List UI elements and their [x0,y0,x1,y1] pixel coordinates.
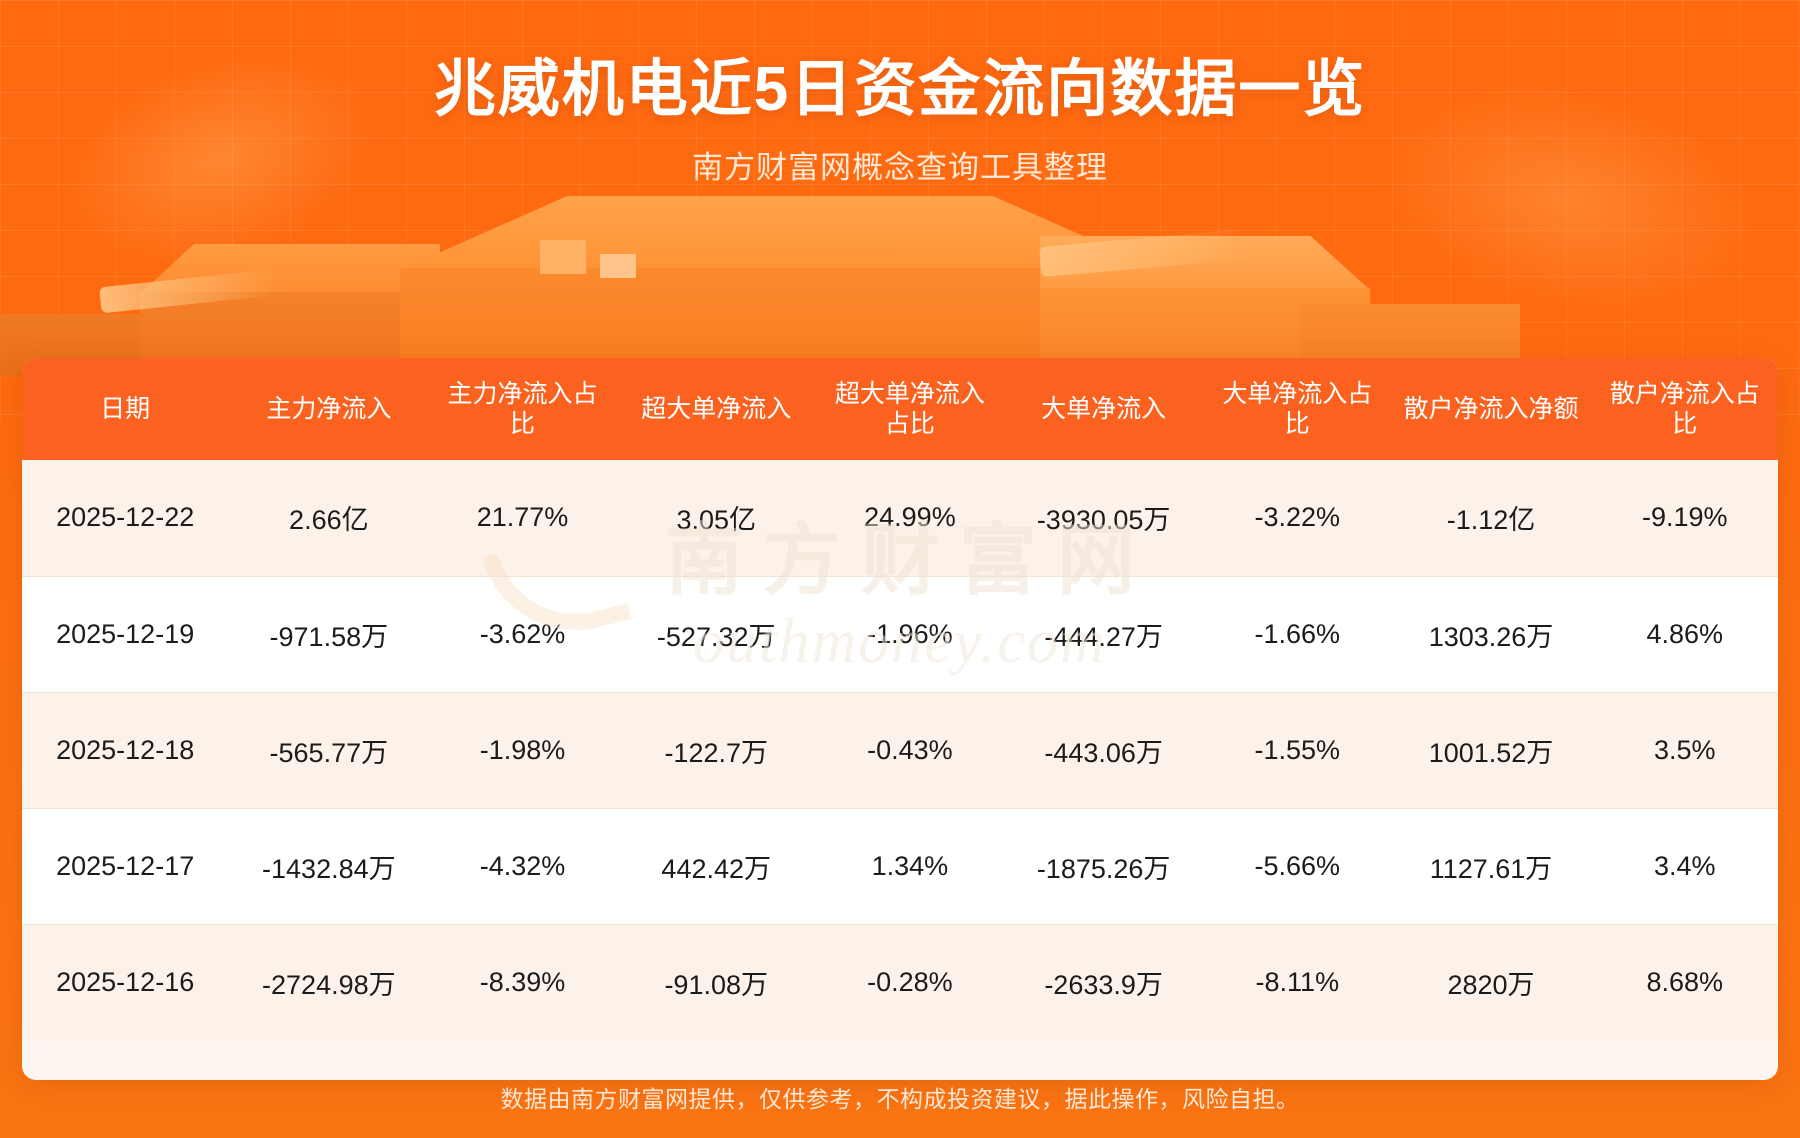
table-row: 2025-12-16 -2724.98万 -8.39% -91.08万 -0.2… [22,924,1778,1040]
table-row: 2025-12-18 -565.77万 -1.98% -122.7万 -0.43… [22,692,1778,809]
cell-main-net: -971.58万 [228,576,430,693]
col-header-date: 日期 [22,358,229,460]
cell-lg-pct: -5.66% [1204,808,1391,925]
cell-lg-pct: -1.55% [1204,692,1391,809]
cell-lg-pct: -3.22% [1204,460,1391,577]
cell-main-net: -1432.84万 [228,808,430,925]
cell-lg-pct: -1.66% [1204,576,1391,693]
cell-retail-pct: 3.4% [1591,808,1778,925]
cell-main-pct: -1.98% [429,692,616,809]
cell-main-pct: -4.32% [429,808,616,925]
col-header-retail-pct: 散户净流入占比 [1591,358,1778,460]
cell-retail-pct: 3.5% [1591,692,1778,809]
cell-date: 2025-12-16 [22,924,229,1040]
page-title: 兆威机电近5日资金流向数据一览 [433,55,1367,124]
cell-xl-pct: 24.99% [816,460,1004,577]
cell-main-net: -565.77万 [228,692,430,809]
podium-accent-small-1 [540,240,586,274]
table-row: 2025-12-17 -1432.84万 -4.32% 442.42万 1.34… [22,808,1778,925]
col-header-main-net: 主力净流入 [228,358,430,460]
cell-lg-net: -2633.9万 [1003,924,1205,1040]
cell-xl-net: -122.7万 [615,692,817,809]
col-header-lg-pct: 大单净流入占比 [1204,358,1391,460]
cell-main-net: 2.66亿 [228,460,430,577]
cell-xl-net: 3.05亿 [615,460,817,577]
table-row: 2025-12-22 2.66亿 21.77% 3.05亿 24.99% -39… [22,460,1778,577]
cell-date: 2025-12-19 [22,576,229,693]
col-header-retail-net: 散户净流入净额 [1390,358,1592,460]
cell-xl-pct: -1.96% [816,576,1004,693]
podium-accent-small-2 [600,254,636,278]
table-body: 2025-12-22 2.66亿 21.77% 3.05亿 24.99% -39… [22,460,1778,1040]
table-header: 日期 主力净流入 主力净流入占比 超大单净流入 超大单净流入占比 大单净流入 大… [22,358,1778,460]
cell-lg-net: -443.06万 [1003,692,1205,809]
page-subtitle: 南方财富网概念查询工具整理 [692,150,1108,185]
podium-illustration [0,196,1800,376]
col-header-xl-pct: 超大单净流入占比 [816,358,1004,460]
cell-date: 2025-12-17 [22,808,229,925]
cell-retail-net: 2820万 [1390,924,1592,1040]
cell-xl-pct: -0.43% [816,692,1004,809]
col-header-lg-net: 大单净流入 [1003,358,1205,460]
cell-retail-net: -1.12亿 [1390,460,1592,577]
cell-xl-net: -91.08万 [615,924,817,1040]
cell-xl-pct: -0.28% [816,924,1004,1040]
cell-lg-net: -3930.05万 [1003,460,1205,577]
cell-main-pct: -8.39% [429,924,616,1040]
cell-lg-pct: -8.11% [1204,924,1391,1040]
cell-xl-pct: 1.34% [816,808,1004,925]
table-header-row: 日期 主力净流入 主力净流入占比 超大单净流入 超大单净流入占比 大单净流入 大… [22,358,1778,460]
col-header-xl-net: 超大单净流入 [615,358,817,460]
table-row: 2025-12-19 -971.58万 -3.62% -527.32万 -1.9… [22,576,1778,693]
cell-main-pct: 21.77% [429,460,616,577]
cell-retail-net: 1001.52万 [1390,692,1592,809]
cell-xl-net: -527.32万 [615,576,817,693]
cell-date: 2025-12-18 [22,692,229,809]
col-header-main-pct: 主力净流入占比 [429,358,616,460]
cell-main-net: -2724.98万 [228,924,430,1040]
disclaimer-text: 数据由南方财富网提供，仅供参考，不构成投资建议，据此操作，风险自担。 [500,1086,1300,1112]
cell-xl-net: 442.42万 [615,808,817,925]
cell-main-pct: -3.62% [429,576,616,693]
cell-date: 2025-12-22 [22,460,229,577]
fund-flow-table: 日期 主力净流入 主力净流入占比 超大单净流入 超大单净流入占比 大单净流入 大… [22,358,1778,1040]
cell-retail-net: 1303.26万 [1390,576,1592,693]
data-table-card: 南方财富网 outhmoney.com 日期 主力净流入 主力净流入占比 超大单… [22,358,1778,1080]
cell-retail-pct: 8.68% [1591,924,1778,1040]
cell-lg-net: -444.27万 [1003,576,1205,693]
cell-retail-pct: 4.86% [1591,576,1778,693]
cell-retail-net: 1127.61万 [1390,808,1592,925]
cell-lg-net: -1875.26万 [1003,808,1205,925]
cell-retail-pct: -9.19% [1591,460,1778,577]
